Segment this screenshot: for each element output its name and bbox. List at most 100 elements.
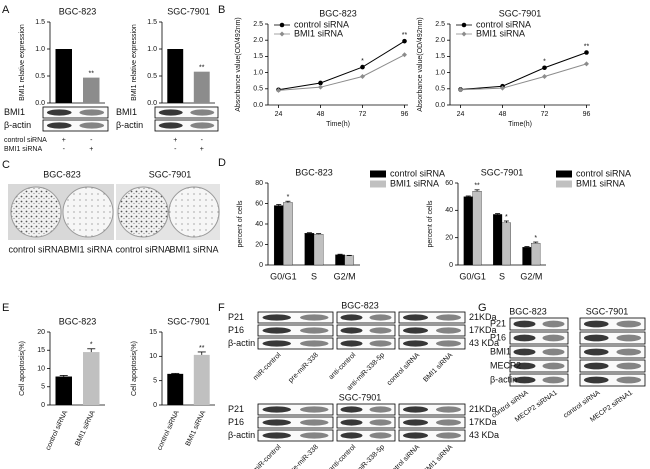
blot-band (300, 419, 329, 426)
condition-sign: - (63, 146, 66, 153)
blot-band (369, 406, 392, 413)
y-tick-label: 0.5 (35, 73, 45, 80)
bar (463, 196, 473, 266)
y-tick-label: 10 (37, 365, 45, 372)
panel-title: BGC-823 (43, 169, 81, 179)
blot-band (583, 376, 609, 384)
x-tick-label: 48 (499, 111, 507, 118)
panel-letter: F (218, 302, 225, 314)
y-axis-label: percent of cells (427, 200, 434, 248)
marker (360, 73, 365, 79)
blot-band (616, 362, 642, 370)
blot (336, 311, 396, 324)
blot-band (340, 340, 363, 347)
x-tick-label: 96 (583, 111, 591, 118)
y-tick-label: 2.0 (435, 37, 445, 44)
y-axis-label: Absorbance value(OD/492nm) (235, 17, 242, 112)
lane-label: BMI1 siRNA (422, 444, 454, 469)
y-tick-label: 60 (445, 180, 453, 187)
blot (257, 429, 334, 442)
y-tick-label: 0.0 (435, 102, 445, 109)
blot-band (340, 314, 363, 321)
y-tick-label: 5 (41, 384, 45, 391)
marker (458, 87, 463, 93)
y-tick-label: 1.5 (147, 19, 157, 26)
lane-label: anti-control (328, 351, 358, 381)
blot-band (340, 432, 363, 439)
chart-title: BGC-823 (59, 316, 97, 326)
condition-sign: + (173, 137, 177, 144)
condition-sign: + (62, 137, 66, 144)
blot-band (340, 327, 363, 334)
blot (336, 403, 396, 416)
y-tick-label: 0.0 (35, 100, 45, 107)
chart-title: SGC-7901 (481, 167, 524, 177)
lane-label: miR-control (252, 351, 283, 382)
size-label: 21KDa (469, 404, 497, 414)
blot-band (300, 327, 329, 334)
chart-title: BGC-823 (319, 8, 357, 18)
blot-band (402, 419, 429, 426)
blot-band (583, 362, 609, 370)
condition-label: control siRNA (4, 137, 47, 144)
x-tick-label: BMI1 siRNA (74, 409, 97, 447)
lane-label: control siRNA (386, 352, 421, 387)
y-tick-label: 20 (445, 235, 453, 242)
legend-label: control siRNA (294, 19, 349, 29)
blot-band (262, 340, 291, 347)
line (460, 52, 587, 90)
x-tick-label: 24 (457, 111, 465, 118)
panel-letter: A (2, 4, 10, 16)
bar (472, 191, 482, 266)
blot-band (190, 109, 215, 116)
blot-band (369, 314, 392, 321)
condition-sign: + (200, 146, 204, 153)
y-tick-label: 2.5 (435, 21, 445, 28)
condition-sign: - (201, 137, 204, 144)
blot-band (583, 334, 609, 342)
marker (461, 31, 467, 37)
bar (193, 354, 210, 405)
marker (584, 61, 589, 67)
blot-row-label: β-actin (490, 374, 517, 384)
legend-swatch (370, 170, 386, 178)
blot-row-label: P21 (228, 312, 244, 322)
x-tick-label: control siRNA (45, 409, 70, 451)
panel-title: BGC-823 (341, 300, 379, 310)
blot (336, 337, 396, 350)
x-tick-label: S (499, 271, 505, 281)
size-label: 43 KDa (469, 338, 499, 348)
lane-label: pre-miR-338 (288, 352, 321, 385)
chart-title: SGC-7901 (499, 8, 542, 18)
legend-label: control siRNA (476, 19, 531, 29)
condition-sign: - (90, 137, 93, 144)
y-axis-label: Absorbance value(OD/492nm) (417, 17, 424, 112)
y-tick-label: 0.5 (435, 86, 445, 93)
legend-swatch (556, 180, 572, 188)
y-tick-label: 2.0 (253, 37, 263, 44)
x-tick-label: BMI1 siRNA (185, 409, 208, 447)
bar (167, 49, 184, 103)
blot-band (340, 419, 363, 426)
blot-row-label: P16 (228, 417, 244, 427)
blot-band (300, 340, 329, 347)
y-axis-label: Cell apoptosis(%) (131, 341, 138, 396)
legend-label: BMI1 siRNA (390, 178, 439, 188)
significance-mark: ** (199, 65, 205, 72)
lane-label: BMI1 siRNA (63, 244, 112, 254)
marker (276, 87, 281, 93)
y-tick-label: 1.5 (435, 53, 445, 60)
blot-band (262, 314, 291, 321)
blot-band (513, 334, 536, 342)
bar (304, 233, 315, 266)
y-tick-label: 2.5 (253, 21, 263, 28)
condition-sign: + (89, 146, 93, 153)
marker (402, 52, 407, 58)
blot-band (46, 109, 72, 116)
panel-title: SGC-7901 (149, 169, 192, 179)
blot (336, 429, 396, 442)
y-tick-label: 20 (37, 329, 45, 336)
y-tick-label: 15 (149, 329, 157, 336)
y-tick-label: 0 (259, 262, 263, 269)
bar (493, 214, 503, 266)
